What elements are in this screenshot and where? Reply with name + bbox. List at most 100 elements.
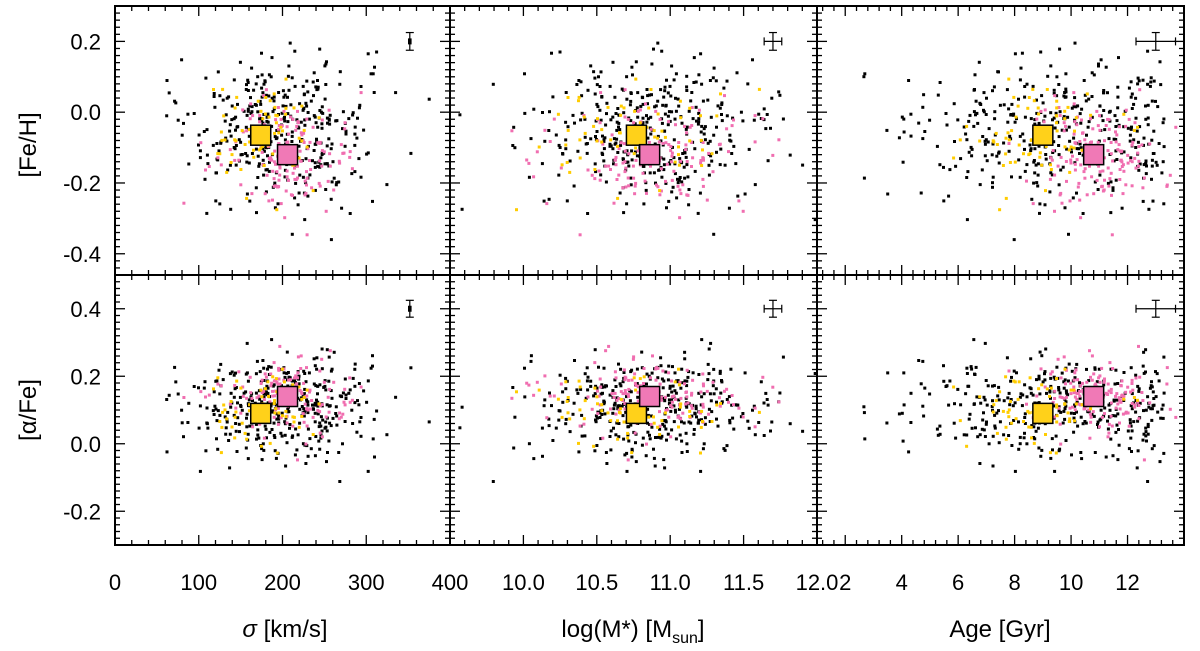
data-point-black xyxy=(325,60,328,64)
data-point-black xyxy=(1084,421,1088,425)
data-point-black xyxy=(564,422,568,426)
data-point-black xyxy=(304,101,308,105)
data-point-black xyxy=(762,434,766,437)
data-point-yellow xyxy=(262,164,266,167)
data-point-pink xyxy=(267,156,271,160)
data-point-black xyxy=(664,181,668,185)
y-tick-label-feh: 0.0 xyxy=(70,100,101,125)
data-point-pink xyxy=(697,108,701,112)
data-point-black xyxy=(1107,110,1111,114)
data-point-black xyxy=(1146,103,1150,107)
x-tick-label-age: 10 xyxy=(1059,570,1083,595)
data-point-black xyxy=(262,448,266,452)
data-point-black xyxy=(1114,138,1118,141)
data-point-black xyxy=(945,123,949,127)
data-point-pink xyxy=(617,147,621,151)
data-point-pink xyxy=(1127,117,1131,121)
data-point-black xyxy=(1053,469,1057,473)
data-point-yellow xyxy=(218,420,222,423)
data-point-black xyxy=(1070,106,1074,110)
data-point-black xyxy=(666,378,670,382)
data-point-black xyxy=(623,453,627,457)
data-point-pink xyxy=(685,395,689,399)
data-point-pink xyxy=(672,394,676,398)
data-point-black xyxy=(665,206,668,210)
data-point-black xyxy=(1080,457,1084,461)
data-point-black xyxy=(664,104,668,108)
data-point-black xyxy=(280,384,283,388)
data-point-black xyxy=(265,436,268,440)
data-point-black xyxy=(634,60,638,64)
data-point-black xyxy=(599,392,603,396)
data-point-yellow xyxy=(634,388,638,392)
data-point-black xyxy=(1146,116,1150,120)
data-point-black xyxy=(353,125,357,129)
data-point-black xyxy=(1086,125,1090,129)
data-point-black xyxy=(356,399,359,403)
data-point-black xyxy=(1031,393,1035,397)
data-point-black xyxy=(679,386,683,390)
data-point-black xyxy=(621,380,625,384)
data-point-pink xyxy=(1126,153,1130,157)
data-point-yellow xyxy=(268,441,272,445)
data-point-black xyxy=(314,142,318,146)
data-point-black xyxy=(1054,111,1058,115)
data-point-yellow xyxy=(577,441,580,445)
data-point-pink xyxy=(705,198,709,202)
data-point-black xyxy=(672,78,676,82)
data-point-yellow xyxy=(260,395,264,399)
data-point-pink xyxy=(1090,354,1094,358)
data-point-pink xyxy=(285,421,289,425)
data-point-black xyxy=(234,163,238,167)
data-point-black xyxy=(728,133,732,137)
data-point-black xyxy=(1114,149,1118,153)
data-point-black xyxy=(246,81,250,84)
data-point-pink xyxy=(296,176,299,180)
data-point-black xyxy=(743,192,747,196)
data-point-black xyxy=(293,453,297,457)
data-point-pink xyxy=(1073,141,1077,145)
data-point-black xyxy=(599,437,603,441)
data-point-pink xyxy=(753,406,757,410)
data-point-pink xyxy=(337,159,341,163)
data-point-black xyxy=(663,129,667,133)
data-point-yellow xyxy=(634,146,638,150)
data-point-pink xyxy=(1124,183,1128,187)
data-point-pink xyxy=(1133,156,1137,160)
data-point-black xyxy=(1073,376,1077,380)
data-point-black xyxy=(1138,125,1142,129)
data-point-black xyxy=(1013,52,1017,56)
data-point-black xyxy=(203,177,207,181)
data-point-black xyxy=(335,414,339,418)
data-point-black xyxy=(618,382,622,386)
data-point-pink xyxy=(631,357,635,361)
data-point-pink xyxy=(228,402,232,406)
x-tick-label-mass: 11.5 xyxy=(723,570,764,595)
data-point-black xyxy=(981,418,985,422)
data-point-black xyxy=(1122,125,1126,129)
data-point-black xyxy=(551,439,555,442)
data-point-yellow xyxy=(1055,403,1059,407)
data-point-black xyxy=(260,400,264,404)
data-point-pink xyxy=(661,142,665,145)
data-point-black xyxy=(599,70,603,74)
data-point-pink xyxy=(282,367,286,371)
data-point-black xyxy=(1150,138,1154,142)
data-point-black xyxy=(1044,347,1048,351)
data-point-black xyxy=(532,457,536,461)
data-point-black xyxy=(217,368,221,372)
data-point-black xyxy=(312,94,315,98)
data-point-black xyxy=(270,96,274,100)
data-point-black xyxy=(348,388,352,392)
data-point-black xyxy=(935,427,939,431)
data-point-black xyxy=(293,49,297,53)
data-point-black xyxy=(584,396,588,400)
median-marker-pink xyxy=(276,143,299,166)
data-point-black xyxy=(262,366,266,370)
data-point-pink xyxy=(258,120,262,124)
data-point-yellow xyxy=(266,380,270,384)
data-point-black xyxy=(1050,173,1054,177)
data-point-black xyxy=(529,137,533,141)
data-point-yellow xyxy=(577,95,581,99)
data-point-pink xyxy=(1126,161,1130,165)
